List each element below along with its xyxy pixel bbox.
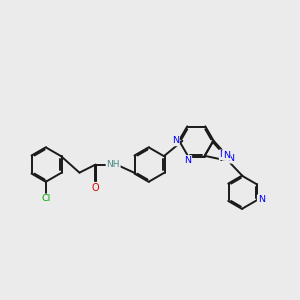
Text: N: N: [258, 195, 265, 204]
Text: N: N: [227, 154, 234, 163]
Text: N: N: [223, 151, 230, 160]
Text: N: N: [172, 136, 179, 146]
Text: Cl: Cl: [42, 194, 51, 203]
Text: N: N: [184, 156, 191, 165]
Text: N: N: [220, 150, 226, 159]
Text: O: O: [92, 183, 100, 193]
Text: NH: NH: [106, 160, 120, 169]
